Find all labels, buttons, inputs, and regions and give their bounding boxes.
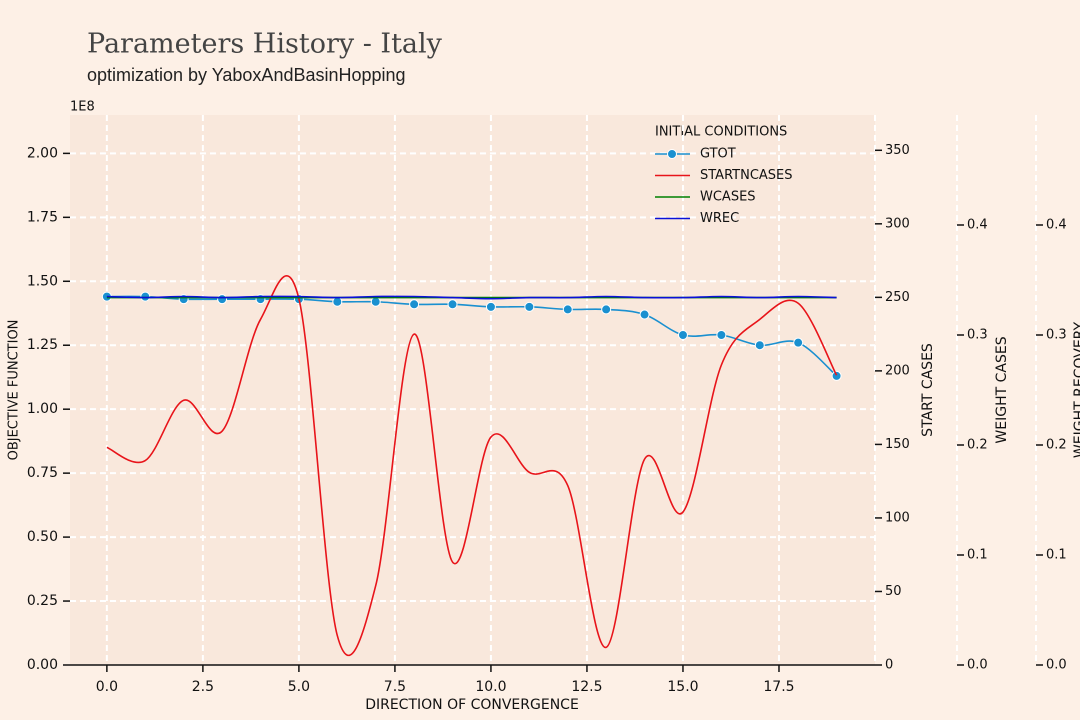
x-tick-label: 12.5: [571, 679, 602, 695]
y2-tick-label: 100: [885, 510, 910, 525]
x-tick-label: 2.5: [192, 679, 214, 695]
point: [754, 340, 765, 351]
point: [217, 294, 228, 305]
point: [409, 299, 420, 310]
chart-subtitle: optimization by YaboxAndBasinHopping: [87, 65, 406, 85]
legend-label: GTOT: [700, 147, 736, 162]
x-axis-label: DIRECTION OF CONVERGENCE: [365, 697, 579, 713]
offset-label: 1E8: [70, 100, 95, 115]
y2-tick-label: 150: [885, 437, 910, 452]
x-tick-label: 15.0: [667, 679, 698, 695]
y-tick-label: 1.50: [27, 273, 58, 289]
x-tick-label: 0.0: [96, 679, 118, 695]
y4-tick-label: 0.1: [1046, 548, 1067, 563]
series-line: [106, 295, 837, 300]
point: [140, 291, 151, 302]
y3-tick-label: 0.4: [967, 218, 988, 233]
plot-area: [70, 115, 875, 665]
x-tick-label: 17.5: [763, 679, 794, 695]
y4-tick-label: 0.2: [1046, 438, 1067, 453]
y2-tick-label: 0: [885, 658, 893, 673]
y2-tick-label: 50: [885, 584, 902, 599]
point: [639, 309, 650, 320]
y2-tick-label: 350: [885, 143, 910, 158]
point: [370, 296, 381, 307]
y3-tick-label: 0.3: [967, 328, 988, 343]
point: [562, 304, 573, 315]
chart-title: Parameters History - Italy: [87, 29, 443, 60]
y4-tick-label: 0.3: [1046, 328, 1067, 343]
y-tick-label: 1.00: [27, 401, 58, 417]
y3-tick-label: 0.1: [967, 548, 988, 563]
x-tick-label: 7.5: [384, 679, 406, 695]
point: [447, 299, 458, 310]
point: [831, 370, 842, 381]
y2-tick-label: 300: [885, 216, 910, 231]
y-tick-label: 0.50: [27, 529, 58, 545]
y2-tick-label: 250: [885, 290, 910, 305]
point: [677, 330, 688, 340]
legend-label: WCASES: [700, 190, 756, 205]
y3-axis-label: WEIGHT CASES: [994, 336, 1010, 443]
point: [485, 301, 496, 312]
point: [793, 337, 804, 348]
y-tick-label: 0.25: [27, 593, 58, 609]
y-tick-label: 1.75: [27, 209, 58, 225]
series-line: [106, 275, 838, 657]
legend-label: STARTNCASES: [700, 168, 793, 183]
x-tick-label: 10.0: [475, 679, 506, 695]
point: [524, 301, 535, 312]
y-axis-label: OBJECTIVE FUNCTION: [7, 320, 22, 461]
point: [716, 330, 727, 340]
point: [332, 296, 343, 307]
y4-tick-label: 0.4: [1046, 218, 1067, 233]
y3-tick-label: 0.2: [967, 438, 988, 453]
legend-marker: [667, 149, 677, 159]
y-tick-label: 2.00: [27, 145, 58, 161]
point: [601, 304, 612, 315]
y4-tick-label: 0.0: [1046, 658, 1067, 673]
legend-label: WREC: [700, 211, 739, 226]
y-tick-label: 0.75: [27, 465, 58, 481]
y2-axis-label: START CASES: [920, 343, 936, 437]
y-tick-label: 0.00: [27, 657, 58, 673]
y4-axis-label: WEIGHT RECOVERY: [1072, 321, 1080, 458]
y-tick-label: 1.25: [27, 337, 58, 353]
y2-tick-label: 200: [885, 363, 910, 378]
x-tick-label: 5.0: [288, 679, 310, 695]
legend-title: INITIAL CONDITIONS: [655, 125, 787, 140]
y3-tick-label: 0.0: [967, 658, 988, 673]
